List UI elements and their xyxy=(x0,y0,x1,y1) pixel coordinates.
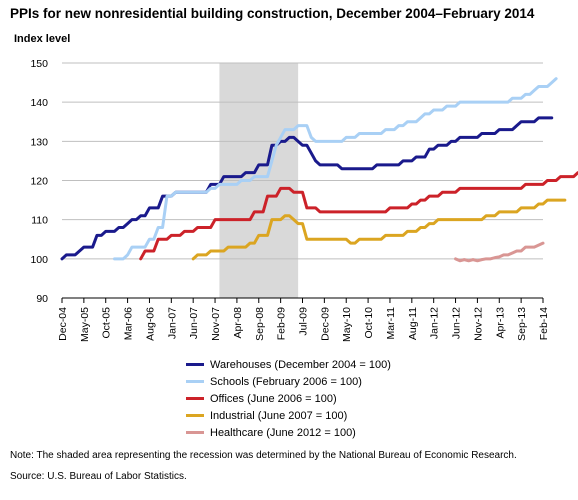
series-line-3 xyxy=(139,171,578,261)
x-tick-label: Sep-13 xyxy=(516,307,528,341)
y-tick-label: 90 xyxy=(36,293,48,305)
legend-item: Industrial (June 2007 = 100) xyxy=(186,407,391,424)
legend: Warehouses (December 2004 = 100) Schools … xyxy=(186,356,391,441)
x-tick-label: Nov-12 xyxy=(472,307,484,341)
x-tick-label: Jun-12 xyxy=(451,307,463,339)
legend-label: Offices (June 2006 = 100) xyxy=(210,392,337,405)
x-tick-label: Jan-12 xyxy=(429,307,441,339)
legend-label: Schools (February 2006 = 100) xyxy=(210,375,362,388)
x-tick-label: Jan-07 xyxy=(166,307,178,339)
series-line-4 xyxy=(191,198,567,261)
footnote: Note: The shaded area representing the r… xyxy=(10,450,517,461)
series-line-5 xyxy=(454,241,545,263)
y-tick-label: 120 xyxy=(30,176,48,188)
x-tick-label: Dec-09 xyxy=(319,307,331,341)
x-tick-label: Jul-09 xyxy=(298,307,310,336)
legend-item: Healthcare (June 2012 = 100) xyxy=(186,424,391,441)
plot-area: 90 100 110 120 130 140 150 Dec-04 May-05 Oct-05 Ma… xyxy=(30,58,578,342)
x-tick-label: Nov-07 xyxy=(210,307,222,341)
legend-swatch xyxy=(186,380,204,383)
y-tick-label: 110 xyxy=(31,215,48,227)
x-tick-label: Dec-04 xyxy=(57,307,69,341)
legend-label: Warehouses (December 2004 = 100) xyxy=(210,358,391,371)
legend-swatch xyxy=(186,363,204,366)
y-tick-label: 140 xyxy=(30,97,48,109)
x-tick-label: Oct-05 xyxy=(101,307,113,339)
x-tick-label: Jun-07 xyxy=(188,307,200,339)
series-line-2 xyxy=(112,77,558,261)
x-tick-label: Oct-10 xyxy=(363,307,375,339)
x-tick-label: May-10 xyxy=(341,307,353,342)
x-tick-label: Apr-13 xyxy=(494,307,506,339)
x-tick-label: Aug-06 xyxy=(144,307,156,341)
legend-swatch xyxy=(186,414,204,417)
legend-item: Schools (February 2006 = 100) xyxy=(186,373,391,390)
y-tick-label: 150 xyxy=(30,58,48,70)
x-tick-label: Feb-09 xyxy=(276,307,288,340)
y-tick-label: 130 xyxy=(30,136,48,148)
x-tick-label: Feb-14 xyxy=(538,307,550,340)
y-axis-label: Index level xyxy=(14,33,71,45)
legend-label: Industrial (June 2007 = 100) xyxy=(210,409,348,422)
series-line-1 xyxy=(60,116,554,261)
legend-swatch xyxy=(186,397,204,400)
source-note: Source: U.S. Bureau of Labor Statistics. xyxy=(10,471,187,482)
x-tick-label: Apr-08 xyxy=(232,307,244,339)
x-tick-label: Mar-06 xyxy=(123,307,135,340)
x-tick-label: Mar-11 xyxy=(385,307,397,340)
legend-item: Offices (June 2006 = 100) xyxy=(186,390,391,407)
x-tick-label: May-05 xyxy=(79,307,91,342)
y-tick-label: 100 xyxy=(30,254,48,266)
legend-item: Warehouses (December 2004 = 100) xyxy=(186,356,391,373)
chart-title: PPIs for new nonresidential building con… xyxy=(10,6,535,21)
x-tick-label: Aug-11 xyxy=(407,307,419,340)
legend-swatch xyxy=(186,431,204,434)
legend-label: Healthcare (June 2012 = 100) xyxy=(210,426,356,439)
x-tick-label: Sep-08 xyxy=(254,307,266,341)
